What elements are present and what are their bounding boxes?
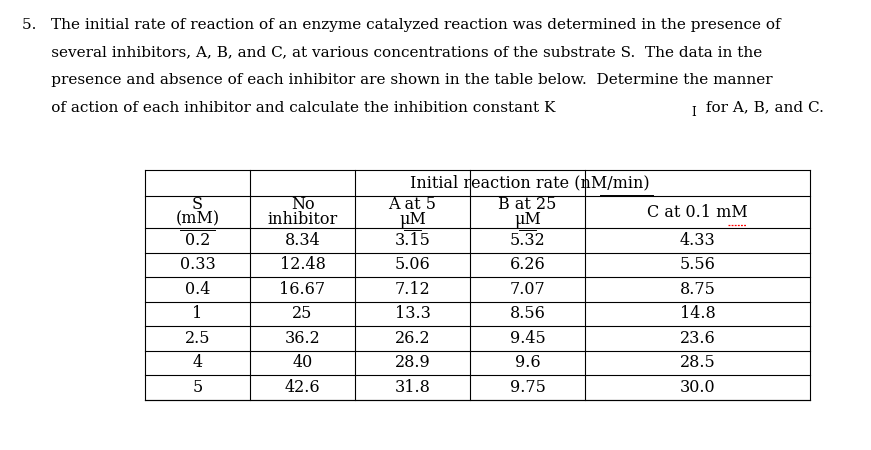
Text: 40: 40 (293, 354, 313, 371)
Text: of action of each inhibitor and calculate the inhibition constant K: of action of each inhibitor and calculat… (22, 100, 556, 114)
Text: 36.2: 36.2 (285, 330, 321, 347)
Text: 0.4: 0.4 (185, 281, 210, 298)
Text: Initial reaction rate (nM/min): Initial reaction rate (nM/min) (410, 175, 650, 192)
Text: S: S (192, 197, 203, 213)
Text: 5.06: 5.06 (395, 256, 430, 273)
Text: 42.6: 42.6 (285, 379, 321, 396)
Text: μM: μM (399, 211, 426, 228)
Text: I: I (692, 106, 696, 119)
Text: 23.6: 23.6 (679, 330, 715, 347)
Text: μM: μM (514, 211, 541, 228)
Text: 7.07: 7.07 (510, 281, 545, 298)
Text: 8.56: 8.56 (510, 305, 545, 322)
Text: (mM): (mM) (175, 211, 219, 228)
Text: 31.8: 31.8 (395, 379, 430, 396)
Text: 3.15: 3.15 (395, 232, 430, 249)
Text: 4.33: 4.33 (679, 232, 715, 249)
Text: 9.75: 9.75 (510, 379, 545, 396)
Text: 16.67: 16.67 (280, 281, 326, 298)
Text: 28.5: 28.5 (679, 354, 715, 371)
Text: 9.45: 9.45 (510, 330, 545, 347)
Text: 5.56: 5.56 (679, 256, 715, 273)
Text: for A, B, and C.: for A, B, and C. (701, 100, 824, 114)
Text: 28.9: 28.9 (395, 354, 430, 371)
Text: 5.   The initial rate of reaction of an enzyme catalyzed reaction was determined: 5. The initial rate of reaction of an en… (22, 18, 780, 32)
Text: No: No (291, 197, 314, 213)
Text: 14.8: 14.8 (679, 305, 715, 322)
Text: 25: 25 (293, 305, 313, 322)
Text: presence and absence of each inhibitor are shown in the table below.  Determine : presence and absence of each inhibitor a… (22, 73, 773, 87)
Text: 8.75: 8.75 (679, 281, 715, 298)
Text: 12.48: 12.48 (280, 256, 326, 273)
Text: 7.12: 7.12 (395, 281, 430, 298)
Text: several inhibitors, A, B, and C, at various concentrations of the substrate S.  : several inhibitors, A, B, and C, at vari… (22, 45, 762, 59)
Text: 4: 4 (192, 354, 203, 371)
Text: 26.2: 26.2 (395, 330, 430, 347)
Text: 6.26: 6.26 (510, 256, 545, 273)
Text: 30.0: 30.0 (679, 379, 715, 396)
Text: 1: 1 (192, 305, 203, 322)
Text: 0.33: 0.33 (179, 256, 215, 273)
Text: 2.5: 2.5 (185, 330, 210, 347)
Text: inhibitor: inhibitor (267, 211, 338, 228)
Text: A at 5: A at 5 (388, 197, 436, 213)
Text: B at 25: B at 25 (498, 197, 557, 213)
Text: 8.34: 8.34 (285, 232, 321, 249)
Text: 13.3: 13.3 (395, 305, 430, 322)
Text: 5.32: 5.32 (510, 232, 545, 249)
Text: 9.6: 9.6 (515, 354, 540, 371)
Text: 5: 5 (192, 379, 203, 396)
Text: C at 0.1 mM: C at 0.1 mM (647, 203, 748, 220)
Text: 0.2: 0.2 (185, 232, 210, 249)
